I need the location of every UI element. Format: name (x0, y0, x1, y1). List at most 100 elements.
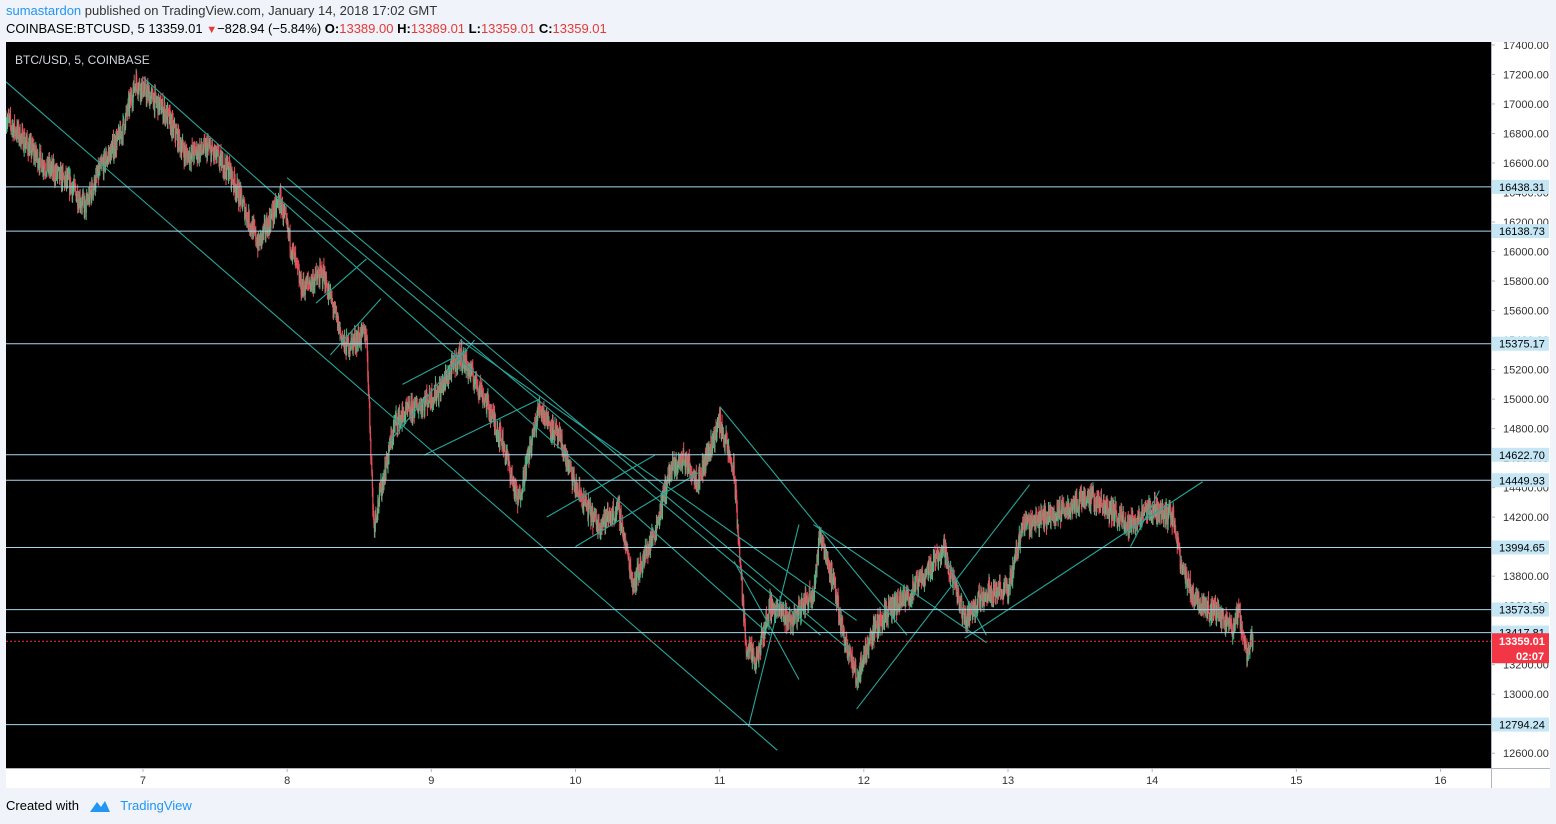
candle-body (336, 311, 338, 316)
candle-body (1220, 613, 1222, 625)
candle-body (826, 553, 828, 562)
candle-body (549, 429, 551, 435)
candle-body (309, 283, 311, 285)
candle-body (98, 167, 100, 178)
candle-body (913, 587, 915, 593)
candle-body (278, 199, 280, 208)
candle-body (423, 400, 425, 411)
candle-body (947, 560, 949, 570)
candle-body (814, 582, 816, 586)
candle-body (1123, 511, 1125, 528)
chart-frame[interactable]: BTC/USD, 5, COINBASE 17400.00 17200.00 170… (6, 42, 1550, 788)
candle-body (968, 609, 970, 623)
candle-body (337, 314, 339, 328)
candle-body (23, 136, 25, 151)
candle-body (507, 457, 509, 464)
candle-body (9, 116, 11, 119)
candle-body (147, 89, 149, 98)
candle-body (807, 602, 809, 606)
candle-body (675, 461, 677, 472)
candle-body (352, 340, 354, 351)
candle-body (381, 490, 383, 497)
trend-line[interactable] (279, 184, 821, 636)
candle-body (649, 539, 651, 550)
price-chart[interactable]: BTC/USD, 5, COINBASE 17400.0017200.00170… (6, 42, 1550, 788)
candle-body (844, 640, 846, 646)
candle-body (874, 623, 876, 631)
trend-line[interactable] (964, 481, 1203, 639)
candle-body (615, 514, 617, 519)
candle-body (1019, 531, 1021, 545)
candle-body (1028, 515, 1030, 531)
candle-body (286, 220, 288, 226)
trend-line[interactable] (733, 561, 800, 680)
candle-body (199, 148, 201, 159)
candle-body (403, 416, 405, 424)
candle-body (499, 430, 501, 445)
trend-line[interactable] (315, 258, 367, 304)
candle-body (1103, 500, 1105, 511)
candle-body (983, 592, 985, 604)
candle-body (848, 651, 850, 657)
candle-body (1211, 605, 1213, 618)
candle-body (995, 596, 997, 598)
candle-body (371, 473, 373, 489)
trend-line[interactable] (747, 524, 800, 727)
trend-line[interactable] (719, 406, 908, 636)
candle-body (417, 409, 419, 413)
author-link[interactable]: sumastardon (6, 3, 82, 18)
candle-body (488, 408, 490, 414)
trend-line[interactable] (286, 177, 850, 651)
candle-body (398, 409, 400, 416)
candle-body (483, 396, 485, 400)
candle-body (916, 575, 918, 577)
trend-line[interactable] (402, 349, 468, 385)
candle-body (109, 150, 111, 163)
candle-body (127, 101, 129, 113)
candle-body (699, 471, 701, 482)
candle-body (960, 598, 962, 601)
trend-line[interactable] (813, 524, 987, 644)
trend-line[interactable] (575, 472, 699, 548)
candle-body (234, 172, 236, 183)
trend-line[interactable] (387, 339, 475, 444)
candle-body (324, 286, 326, 292)
candle-body (673, 459, 675, 472)
candle-body (1181, 563, 1183, 571)
trend-line[interactable] (423, 398, 540, 456)
trend-line[interactable] (856, 484, 1031, 710)
candle-body (343, 337, 345, 340)
candle-body (900, 595, 902, 604)
candle-body (1041, 515, 1043, 517)
candle-body (555, 424, 557, 428)
trend-line[interactable] (1130, 490, 1160, 547)
candle-body (491, 418, 493, 423)
candle-body (852, 667, 854, 670)
candle-body (702, 468, 704, 475)
candle-body (293, 250, 295, 252)
candle-body (1107, 503, 1109, 505)
trend-line[interactable] (942, 553, 987, 636)
candle-body (1175, 531, 1177, 533)
candle-body (583, 495, 585, 503)
candle-body (541, 410, 543, 416)
candle-body (1072, 498, 1074, 507)
candle-body (632, 587, 634, 592)
candle-body (292, 244, 294, 250)
trend-line[interactable] (329, 298, 382, 356)
candle-body (369, 426, 371, 441)
trend-line[interactable] (6, 81, 778, 751)
candle-body (735, 486, 737, 495)
candle-body (512, 478, 514, 480)
candle-body (729, 455, 731, 457)
candle-body (762, 628, 764, 646)
candle-body (923, 579, 925, 585)
candle-body (425, 392, 427, 399)
candle-body (1185, 570, 1187, 581)
trend-line[interactable] (546, 454, 656, 518)
candle-body (1250, 635, 1252, 640)
candle-body (315, 271, 317, 278)
candle-body (442, 384, 444, 391)
candle-body (620, 510, 622, 532)
candle-body (377, 499, 379, 506)
